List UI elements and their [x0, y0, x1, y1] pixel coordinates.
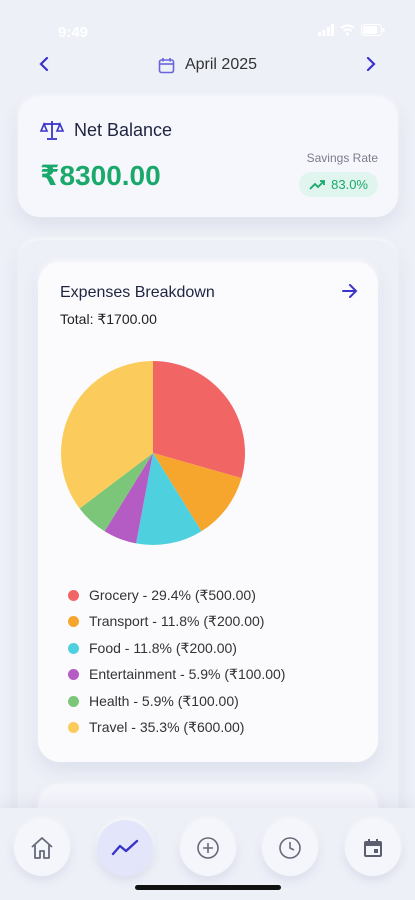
nav-stats-button[interactable] — [97, 820, 153, 876]
pie-svg — [61, 361, 245, 545]
pie-slice-transport — [153, 453, 242, 532]
scale-icon — [40, 121, 64, 140]
status-icons — [318, 24, 385, 36]
trending-up-icon — [309, 179, 326, 190]
month-label: April 2025 — [184, 56, 258, 73]
trending-icon — [111, 839, 139, 856]
month-label-group[interactable]: April 2025 — [0, 56, 415, 74]
home-icon — [31, 837, 53, 859]
legend-label: Food - 11.8% (₹200.00) — [89, 639, 237, 656]
net-balance-value: ₹8300.00 — [40, 160, 161, 191]
nav-history-button[interactable] — [262, 820, 318, 876]
calendar-icon — [158, 57, 175, 73]
arrow-right-icon[interactable] — [342, 282, 358, 303]
legend-item: Health - 5.9% (₹100.00) — [68, 688, 358, 715]
clock-icon — [279, 837, 301, 859]
legend-item: Grocery - 29.4% (₹500.00) — [68, 582, 358, 609]
legend-label: Grocery - 29.4% (₹500.00) — [89, 586, 256, 603]
pie-slice-food — [136, 453, 202, 545]
legend-label: Transport - 11.8% (₹200.00) — [89, 613, 265, 630]
plus-circle-icon — [197, 837, 219, 859]
legend-item: Transport - 11.8% (₹200.00) — [68, 609, 358, 636]
legend-dot — [68, 695, 79, 707]
legend-item: Travel - 35.3% (₹600.00) — [68, 715, 358, 742]
expenses-legend: Grocery - 29.4% (₹500.00) Transport - 11.… — [68, 582, 358, 741]
status-time: 9:49 — [58, 24, 89, 41]
pie-slice-grocery — [153, 361, 245, 479]
home-indicator — [135, 885, 281, 890]
savings-rate-badge: 83.0% — [299, 172, 378, 197]
nav-home-button[interactable] — [14, 820, 70, 876]
legend-label: Travel - 35.3% (₹600.00) — [89, 719, 245, 736]
legend-label: Health - 5.9% (₹100.00) — [89, 692, 239, 709]
chevron-right-icon[interactable] — [361, 54, 381, 74]
month-navigator: April 2025 — [0, 50, 415, 80]
signal-icon — [318, 24, 334, 36]
nav-add-button[interactable] — [180, 820, 236, 876]
expenses-total: Total: ₹1700.00 — [60, 311, 157, 327]
wifi-icon — [340, 24, 355, 36]
net-balance-header: Net Balance — [40, 119, 172, 141]
legend-dot — [68, 669, 79, 681]
legend-dot — [68, 642, 79, 654]
expenses-pie-chart — [60, 360, 246, 546]
savings-rate-value: 83.0% — [331, 177, 368, 192]
pie-slice-travel — [61, 361, 153, 509]
bottom-nav — [0, 808, 415, 900]
expenses-title: Expenses Breakdown — [60, 284, 215, 301]
pie-slice-health — [79, 453, 153, 532]
legend-label: Entertainment - 5.9% (₹100.00) — [89, 666, 286, 683]
status-bar: 9:49 — [0, 0, 415, 48]
battery-icon — [361, 24, 385, 36]
expenses-breakdown-card: Expenses Breakdown Total: ₹1700.00 Groce… — [38, 262, 378, 762]
legend-dot — [68, 616, 79, 628]
legend-item: Food - 11.8% (₹200.00) — [68, 635, 358, 662]
net-balance-card: Net Balance ₹8300.00 Savings Rate 83.0% — [18, 97, 398, 217]
calendar-icon — [364, 839, 382, 857]
legend-item: Entertainment - 5.9% (₹100.00) — [68, 662, 358, 689]
savings-rate-label: Savings Rate — [306, 151, 378, 165]
pie-slice-entertainment — [104, 453, 153, 544]
legend-dot — [68, 722, 79, 734]
legend-dot — [68, 589, 79, 601]
net-balance-title: Net Balance — [74, 119, 173, 140]
nav-calendar-button[interactable] — [345, 820, 401, 876]
chevron-left-icon[interactable] — [34, 54, 54, 74]
